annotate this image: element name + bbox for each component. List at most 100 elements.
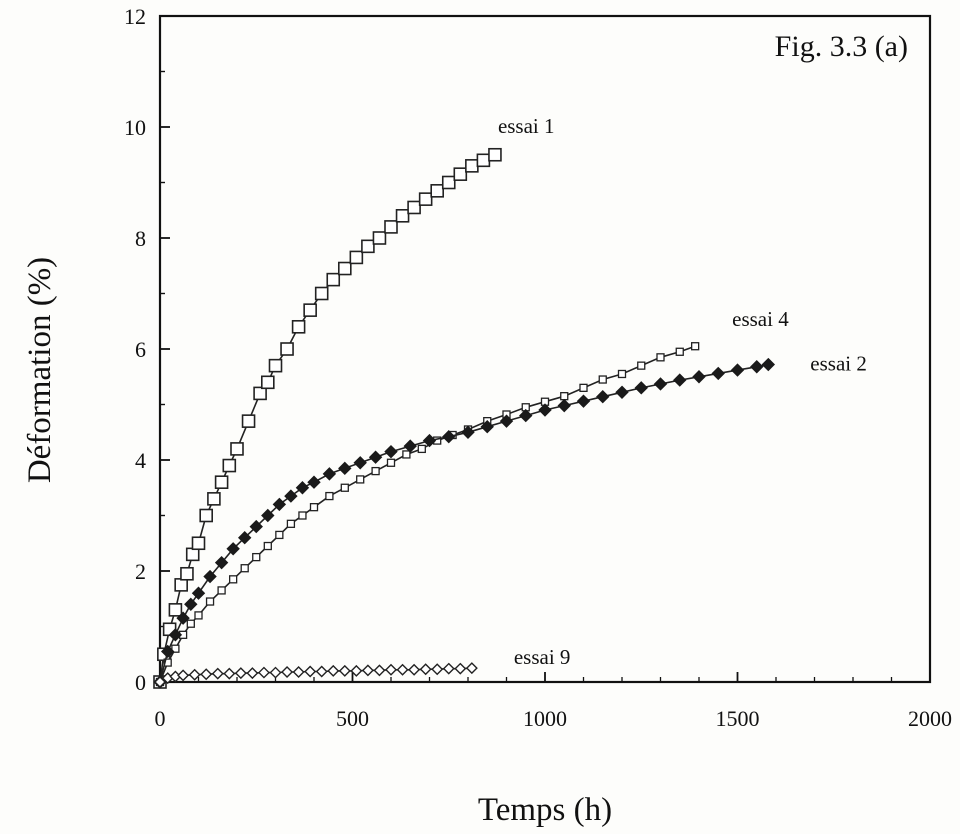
data-point: [168, 603, 183, 617]
data-point: [407, 200, 421, 215]
data-point: [579, 383, 588, 393]
data-point: [326, 272, 341, 287]
data-point: [417, 444, 426, 454]
series-labels: essai 1 essai 4 essai 2 essai 9: [498, 114, 867, 669]
data-point: [269, 666, 282, 679]
data-point: [257, 666, 270, 679]
y-tick-label: 4: [135, 448, 146, 473]
data-point: [373, 664, 386, 677]
data-point: [673, 373, 687, 387]
x-tick-label: 500: [336, 706, 369, 731]
data-point: [154, 676, 166, 688]
data-point: [656, 353, 665, 362]
data-point: [637, 361, 646, 370]
data-point: [214, 475, 229, 490]
data-point: [361, 239, 375, 254]
data-point: [228, 575, 238, 584]
data-point: [186, 619, 195, 628]
data-point: [180, 566, 194, 581]
data-point: [184, 597, 198, 612]
data-point: [422, 433, 437, 448]
data-point: [384, 444, 398, 459]
data-point: [298, 511, 307, 520]
data-point: [327, 664, 340, 677]
data-point: [353, 456, 367, 470]
data-point: [199, 508, 213, 523]
y-axis-title: Déformation (%): [22, 257, 58, 483]
data-point: [395, 209, 410, 223]
data-point: [338, 664, 351, 677]
data-point: [476, 153, 491, 168]
data-point: [177, 669, 190, 682]
series-label-essai-1: essai 1: [498, 114, 555, 138]
data-point: [185, 547, 200, 562]
data-point: [560, 392, 569, 401]
data-point: [430, 184, 445, 198]
data-point: [340, 483, 349, 492]
data-point: [692, 370, 706, 384]
data-point: [461, 425, 475, 439]
data-point: [480, 419, 494, 434]
data-point: [246, 667, 259, 680]
data-point: [372, 231, 387, 245]
data-point: [207, 492, 221, 506]
data-point: [441, 175, 456, 190]
data-point: [418, 192, 433, 206]
y-tick-label: 8: [135, 226, 146, 251]
data-point: [315, 665, 328, 678]
data-point: [356, 475, 365, 484]
data-point: [557, 398, 571, 413]
data-point: [174, 578, 188, 592]
y-tick-label: 12: [124, 4, 146, 29]
data-point: [576, 394, 591, 408]
data-point: [309, 503, 319, 512]
data-point: [304, 665, 317, 678]
x-tick-label: 2000: [908, 706, 952, 731]
y-tick-label: 6: [135, 337, 146, 362]
data-point: [403, 439, 417, 453]
data-point: [253, 386, 267, 401]
data-point: [488, 147, 502, 162]
data-point: [350, 664, 363, 677]
series-essai-1: [153, 147, 502, 689]
data-point: [419, 663, 432, 676]
data-point: [205, 597, 215, 606]
data-series: [153, 147, 776, 689]
data-point: [291, 319, 306, 334]
data-point: [217, 586, 226, 595]
data-point: [322, 467, 337, 481]
data-point: [396, 663, 409, 676]
data-point: [286, 519, 296, 528]
data-point: [384, 220, 398, 234]
data-point: [275, 530, 284, 540]
data-point: [368, 450, 383, 464]
data-point: [200, 668, 213, 681]
series-label-essai-4: essai 4: [732, 307, 789, 331]
x-tick-label: 1500: [716, 706, 760, 731]
series-label-essai-9: essai 9: [514, 645, 571, 669]
data-point: [465, 662, 478, 675]
series-line-essai-2: [159, 363, 769, 683]
data-point: [519, 408, 533, 423]
data-point: [465, 159, 479, 173]
data-point: [230, 442, 244, 456]
x-axis-title: Temps (h): [478, 792, 612, 828]
data-point: [598, 375, 607, 384]
data-point: [280, 342, 294, 356]
x-tick-label: 0: [155, 706, 166, 731]
data-point: [761, 357, 776, 372]
data-point: [615, 385, 629, 399]
data-point: [617, 369, 627, 379]
data-point: [222, 458, 237, 473]
data-point: [171, 644, 180, 653]
data-point: [303, 303, 317, 317]
data-point: [453, 167, 468, 181]
data-point: [203, 569, 217, 584]
series-label-essai-2: essai 2: [810, 352, 867, 376]
data-point: [538, 403, 552, 417]
data-point: [711, 366, 725, 381]
data-point: [454, 662, 467, 675]
data-point: [284, 489, 298, 503]
data-point: [263, 541, 272, 551]
